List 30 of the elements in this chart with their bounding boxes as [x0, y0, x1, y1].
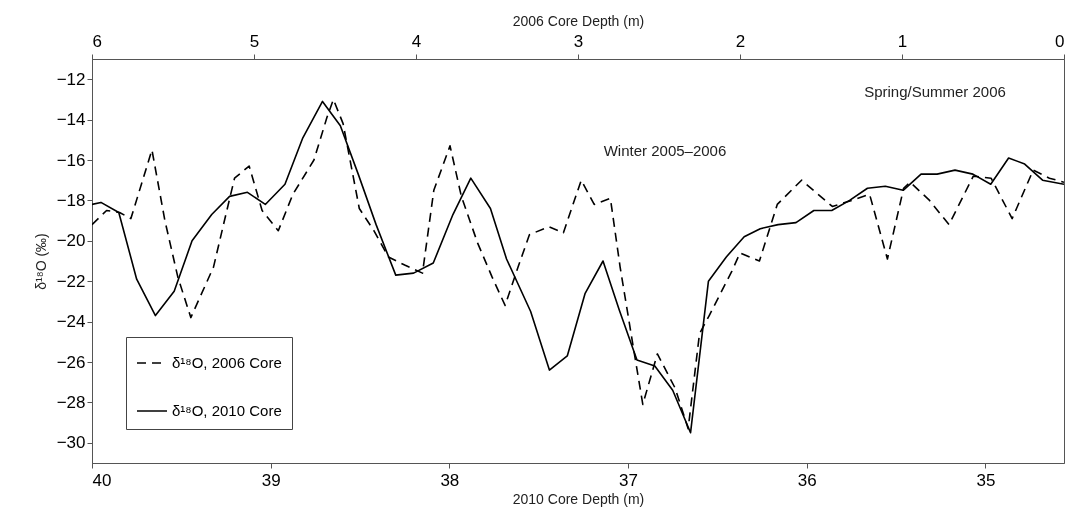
x-tick-label: 39 — [261, 470, 281, 490]
x2-axis-title: 2006 Core Depth (m) — [512, 12, 645, 29]
y-axis-title: δ¹⁸O (‰) — [32, 233, 49, 290]
y-tick-label: −30 — [56, 433, 86, 453]
annotation: Winter 2005–2006 — [603, 142, 727, 159]
x2-tick-label: 2 — [735, 31, 746, 51]
x2-tick-label: 5 — [249, 31, 260, 51]
x2-tick-label: 3 — [573, 31, 584, 51]
y-tick-label: −18 — [56, 190, 86, 210]
y-tick-label: −20 — [56, 231, 86, 251]
y-tick-label: −14 — [56, 110, 86, 130]
annotation: Spring/Summer 2006 — [864, 83, 1006, 100]
legend-label: δ¹⁸O, 2006 Core — [172, 354, 282, 371]
x2-tick-label: 4 — [411, 31, 422, 51]
x-tick-label: 40 — [92, 470, 112, 490]
x2-tick-label: 1 — [897, 31, 908, 51]
x-tick-label: 38 — [440, 470, 460, 490]
y-tick-label: −24 — [56, 312, 86, 332]
x2-tick-label: 0 — [1055, 31, 1065, 51]
x-tick-label: 36 — [797, 470, 817, 490]
x2-tick-label: 6 — [92, 31, 102, 51]
legend-label: δ¹⁸O, 2010 Core — [172, 402, 282, 419]
x-tick-label: 37 — [619, 470, 638, 490]
x-axis-title: 2010 Core Depth (m) — [512, 490, 645, 507]
y-tick-label: −22 — [56, 271, 86, 291]
x-tick-label: 35 — [976, 470, 996, 490]
y-tick-label: −28 — [56, 392, 86, 412]
y-tick-label: −26 — [56, 352, 86, 372]
y-tick-label: −12 — [56, 69, 86, 89]
y-tick-label: −16 — [56, 150, 86, 170]
